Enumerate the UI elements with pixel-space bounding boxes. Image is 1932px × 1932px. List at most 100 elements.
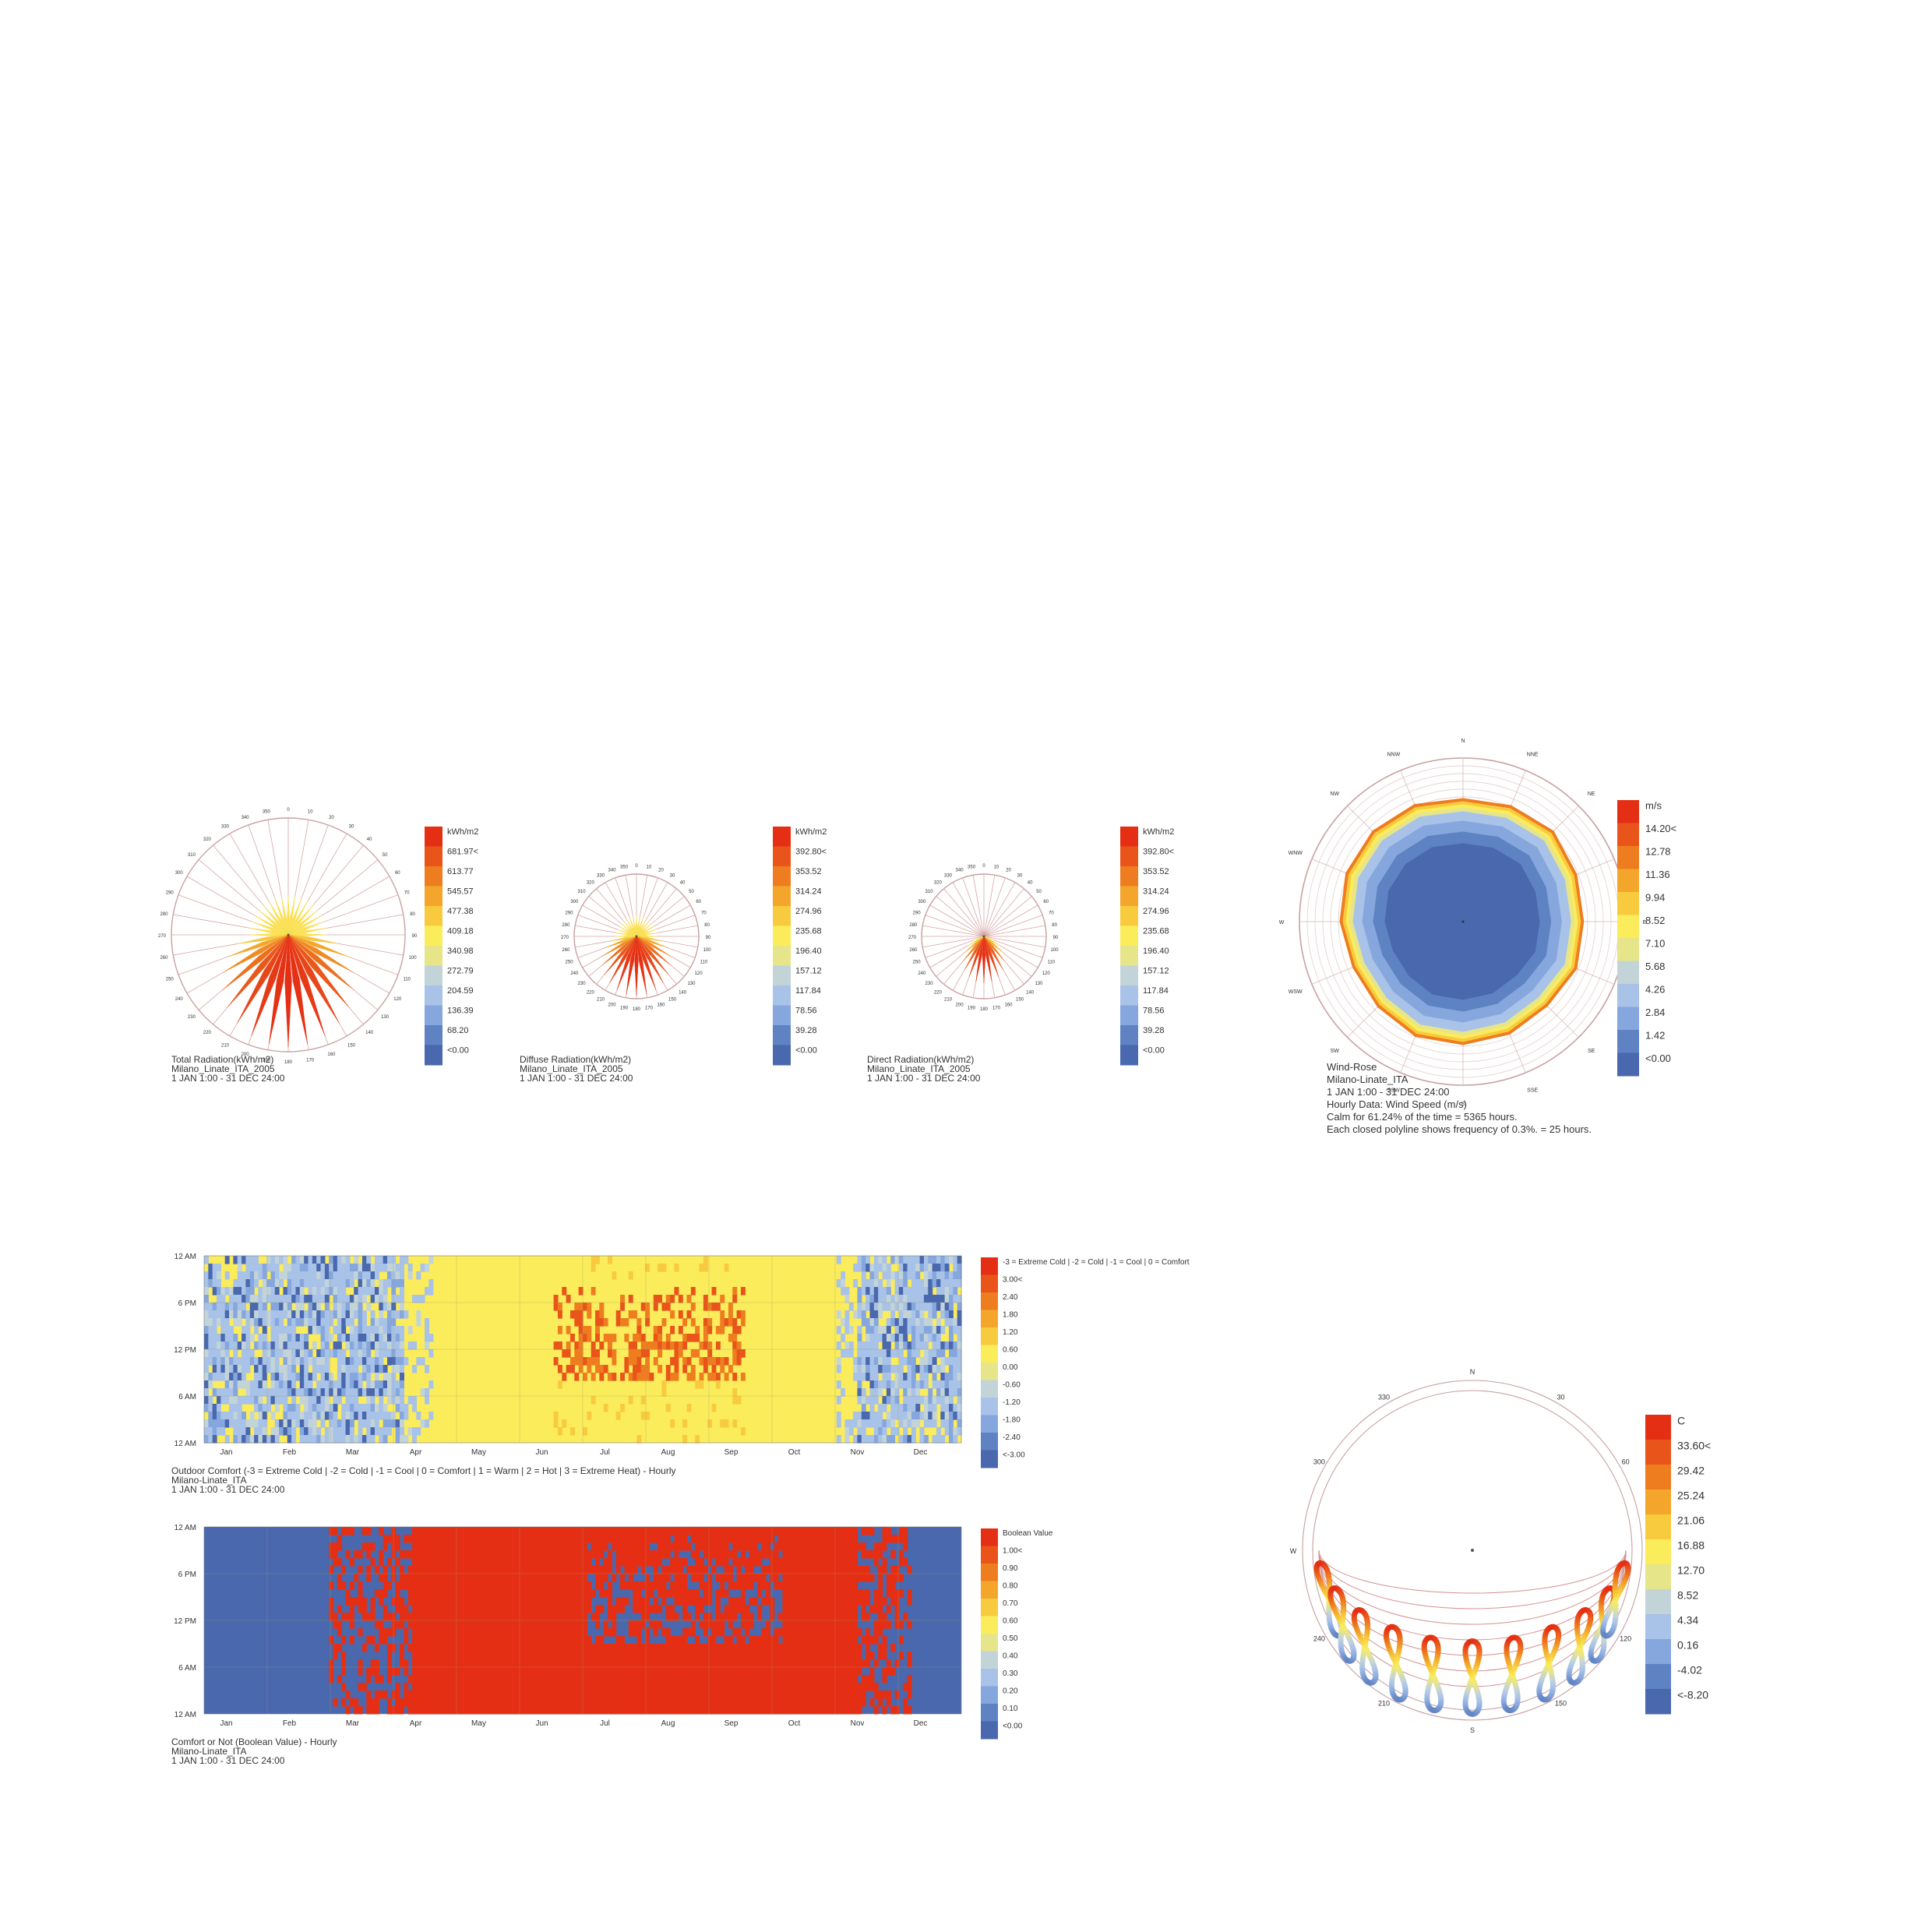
heatmap-cell [470, 1597, 475, 1606]
heatmap-cell [658, 1264, 663, 1272]
heatmap-cell [503, 1667, 509, 1676]
heatmap-cell [658, 1341, 663, 1350]
heatmap-cell [703, 1698, 708, 1707]
heatmap-cell [686, 1527, 692, 1535]
heatmap-cell [807, 1550, 813, 1559]
heatmap-cell [312, 1357, 317, 1366]
heatmap-cell [799, 1589, 804, 1598]
heatmap-cell [383, 1388, 388, 1397]
heatmap-cell [316, 1404, 322, 1412]
heatmap-cell [774, 1581, 779, 1590]
heatmap-cell [661, 1690, 667, 1699]
legend-swatch [1617, 800, 1639, 823]
heatmap-cell [665, 1295, 671, 1303]
heatmap-cell [587, 1605, 592, 1613]
heatmap-cell [816, 1620, 821, 1629]
heatmap-cell [333, 1527, 338, 1535]
heatmap-cell [774, 1636, 779, 1645]
heatmap-cell [291, 1326, 297, 1334]
heatmap-cell [645, 1550, 650, 1559]
heatmap-cell [549, 1605, 555, 1613]
heatmap-cell [416, 1628, 421, 1637]
heatmap-cell [703, 1365, 708, 1373]
heatmap-cell [894, 1404, 900, 1412]
heatmap-cell [532, 1605, 538, 1613]
heatmap-cell [661, 1683, 667, 1691]
heatmap-cell [242, 1396, 247, 1405]
heatmap-cell [736, 1341, 742, 1350]
heatmap-cell [886, 1396, 891, 1405]
heatmap-cell [470, 1581, 475, 1590]
heatmap-cell [516, 1683, 521, 1691]
heatmap-cell [915, 1295, 921, 1303]
heatmap-cell [749, 1706, 754, 1715]
heatmap-cell [682, 1706, 688, 1715]
heatmap-cell [732, 1558, 738, 1567]
heatmap-cell [291, 1264, 297, 1272]
heatmap-cell [549, 1667, 555, 1676]
radiation-petal [636, 920, 650, 937]
heatmap-cell [599, 1303, 605, 1311]
heatmap-cell [919, 1287, 925, 1296]
heatmap-cell [624, 1644, 629, 1652]
heatmap-cell [487, 1659, 492, 1668]
heatmap-cell [425, 1326, 429, 1334]
heatmap-cell [915, 1365, 921, 1373]
heatmap-cell [358, 1659, 363, 1668]
heatmap-cell [791, 1535, 795, 1543]
heatmap-cell [345, 1357, 351, 1366]
heatmap-cell [957, 1279, 962, 1288]
heatmap-cell [237, 1365, 242, 1373]
heatmap-cell [299, 1388, 305, 1397]
heatmap-cell [836, 1365, 841, 1373]
heatmap-cell [670, 1613, 675, 1621]
heatmap-cell [861, 1396, 866, 1405]
heatmap-cell [445, 1659, 450, 1668]
heatmap-cell [412, 1652, 417, 1660]
heatmap-cell [878, 1303, 883, 1311]
angle-tick-label: 160 [657, 1003, 665, 1007]
heatmap-cell [217, 1404, 221, 1412]
heatmap-cell [786, 1706, 791, 1715]
heatmap-cell [898, 1380, 904, 1389]
heatmap-cell [437, 1605, 442, 1613]
legend-swatch [981, 1380, 998, 1398]
legend-label: 0.60 [1003, 1346, 1018, 1355]
heatmap-cell [532, 1527, 538, 1535]
heatmap-cell [224, 1380, 230, 1389]
heatmap-cell [923, 1380, 929, 1389]
heatmap-cell [890, 1256, 896, 1264]
heatmap-cell [882, 1396, 887, 1405]
heatmap-cell [557, 1644, 562, 1652]
legend: m/s14.20<12.7811.369.948.527.105.684.262… [1617, 800, 1676, 1077]
heatmap-cell [724, 1652, 729, 1660]
heatmap-cell [678, 1698, 683, 1707]
heatmap-cell [658, 1589, 663, 1598]
heatmap-cell [720, 1365, 725, 1373]
heatmap-cell [919, 1373, 925, 1381]
heatmap-cell [520, 1652, 525, 1660]
heatmap-cell [911, 1388, 916, 1397]
heatmap-cell [333, 1388, 338, 1397]
heatmap-cell [844, 1527, 850, 1535]
heatmap-cell [898, 1435, 904, 1444]
heatmap-cell [728, 1675, 733, 1683]
heatmap-cell [948, 1256, 954, 1264]
heatmap-cell [886, 1264, 891, 1272]
heatmap-cell [258, 1271, 263, 1280]
heatmap-cell [832, 1581, 837, 1590]
heatmap-cell [237, 1279, 242, 1288]
heatmap-cell [720, 1310, 725, 1319]
angle-tick-label: 220 [203, 1031, 212, 1035]
angle-tick-label: 30 [1017, 873, 1023, 878]
heatmap-cell [291, 1357, 297, 1366]
heatmap-cell [266, 1396, 272, 1405]
heatmap-cell [491, 1620, 496, 1629]
heatmap-cell [516, 1644, 521, 1652]
heatmap-cell [674, 1357, 679, 1366]
heatmap-cell [412, 1566, 417, 1574]
heatmap-cell [395, 1349, 400, 1358]
heatmap-cell [445, 1690, 450, 1699]
heatmap-cell [715, 1667, 721, 1676]
heatmap-cell [316, 1256, 322, 1264]
